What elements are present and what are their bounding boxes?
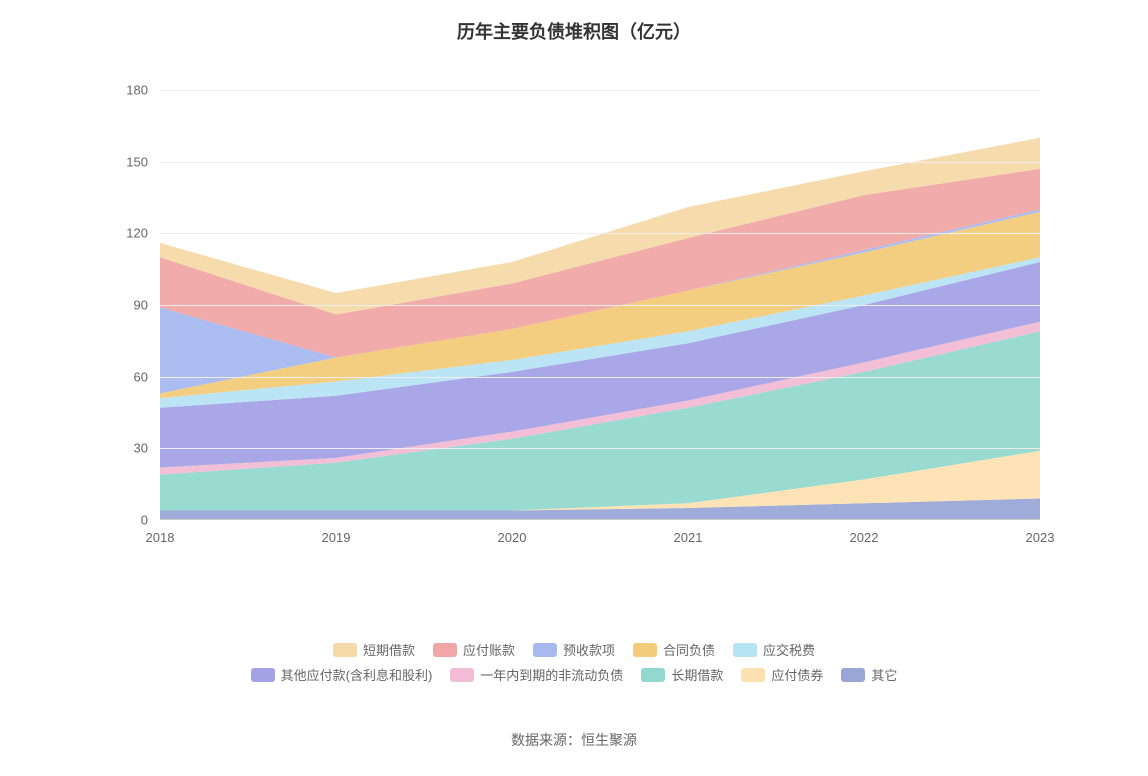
legend-label: 应付债券 <box>771 665 823 684</box>
y-tick-label: 150 <box>126 154 160 169</box>
grid-line <box>160 448 1040 449</box>
legend-item[interactable]: 一年内到期的非流动负债 <box>450 665 623 684</box>
legend-swatch <box>733 643 757 657</box>
legend-swatch <box>533 643 557 657</box>
legend-item[interactable]: 长期借款 <box>641 665 723 684</box>
x-tick-label: 2018 <box>146 520 175 545</box>
x-tick-label: 2021 <box>674 520 703 545</box>
x-tick-label: 2019 <box>322 520 351 545</box>
y-tick-label: 120 <box>126 226 160 241</box>
chart-wrap: 0306090120150180201820192020202120222023 <box>70 60 1078 600</box>
legend-row: 其他应付款(含利息和股利) 一年内到期的非流动负债 长期借款 应付债券 其它 <box>251 665 898 684</box>
legend-label: 其它 <box>871 665 897 684</box>
x-axis-line <box>160 519 1040 520</box>
legend-swatch <box>841 668 865 682</box>
legend-item[interactable]: 短期借款 <box>333 640 415 659</box>
legend-row: 短期借款 应付账款 预收款项 合同负债 应交税费 <box>333 640 815 659</box>
legend-swatch <box>633 643 657 657</box>
legend-swatch <box>433 643 457 657</box>
grid-line <box>160 377 1040 378</box>
chart-container: 历年主要负债堆积图（亿元） 03060901201501802018201920… <box>0 0 1148 776</box>
y-tick-label: 90 <box>134 298 160 313</box>
grid-line <box>160 305 1040 306</box>
legend-label: 长期借款 <box>671 665 723 684</box>
x-tick-label: 2022 <box>850 520 879 545</box>
y-tick-label: 60 <box>134 369 160 384</box>
grid-line <box>160 233 1040 234</box>
legend-swatch <box>450 668 474 682</box>
x-tick-label: 2020 <box>498 520 527 545</box>
legend-swatch <box>741 668 765 682</box>
data-source: 数据来源：恒生聚源 <box>0 730 1148 750</box>
grid-line <box>160 162 1040 163</box>
legend-item[interactable]: 应付账款 <box>433 640 515 659</box>
legend-label: 合同负债 <box>663 640 715 659</box>
legend: 短期借款 应付账款 预收款项 合同负债 应交税费其他应付款(含利息和股利) 一年内到期的非… <box>0 640 1148 684</box>
legend-label: 应付账款 <box>463 640 515 659</box>
y-tick-label: 30 <box>134 441 160 456</box>
legend-item[interactable]: 其他应付款(含利息和股利) <box>251 665 433 684</box>
legend-label: 短期借款 <box>363 640 415 659</box>
legend-label: 预收款项 <box>563 640 615 659</box>
plot-area: 0306090120150180201820192020202120222023 <box>160 90 1040 520</box>
legend-label: 一年内到期的非流动负债 <box>480 665 623 684</box>
legend-item[interactable]: 应交税费 <box>733 640 815 659</box>
x-tick-label: 2023 <box>1026 520 1055 545</box>
grid-line <box>160 90 1040 91</box>
legend-item[interactable]: 预收款项 <box>533 640 615 659</box>
legend-item[interactable]: 其它 <box>841 665 897 684</box>
legend-item[interactable]: 应付债券 <box>741 665 823 684</box>
legend-swatch <box>251 668 275 682</box>
legend-swatch <box>333 643 357 657</box>
chart-title: 历年主要负债堆积图（亿元） <box>0 18 1148 44</box>
y-tick-label: 180 <box>126 83 160 98</box>
legend-label: 其他应付款(含利息和股利) <box>281 665 433 684</box>
legend-swatch <box>641 668 665 682</box>
legend-item[interactable]: 合同负债 <box>633 640 715 659</box>
legend-label: 应交税费 <box>763 640 815 659</box>
